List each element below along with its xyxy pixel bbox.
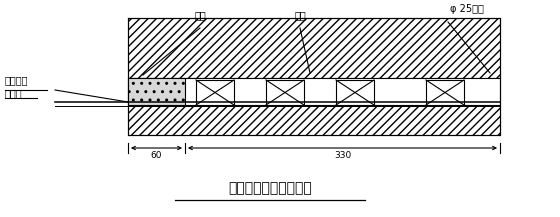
- Text: 周边眼装药结构示意图: 周边眼装药结构示意图: [228, 181, 312, 195]
- Bar: [128, 18, 500, 78]
- Text: φ 25药卷: φ 25药卷: [450, 4, 484, 14]
- Text: 炮泥: 炮泥: [195, 10, 207, 20]
- Text: 60: 60: [151, 151, 162, 160]
- Text: 330: 330: [334, 151, 351, 160]
- Bar: [196, 80, 234, 105]
- Text: 毫秒雷管: 毫秒雷管: [5, 75, 29, 85]
- Text: 导爆索: 导爆索: [5, 88, 22, 98]
- Bar: [128, 105, 500, 135]
- Bar: [426, 80, 464, 105]
- Bar: [336, 80, 374, 105]
- Text: 竹片: 竹片: [295, 10, 307, 20]
- Bar: [128, 78, 185, 105]
- Bar: [128, 78, 500, 105]
- Bar: [266, 80, 304, 105]
